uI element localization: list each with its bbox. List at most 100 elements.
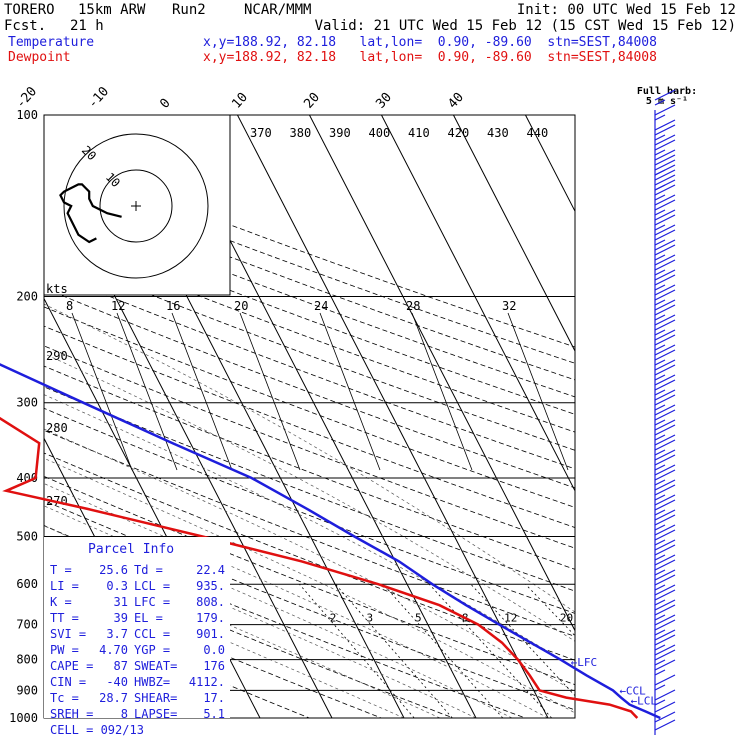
pressure-tick-label: 700: [16, 618, 38, 632]
wind-barb-flag: [654, 184, 676, 196]
wind-barb-flag: [654, 374, 676, 386]
wind-barb-flag: [654, 284, 676, 296]
parcel-stat-name-2: SHEAR=: [134, 691, 177, 705]
level-label-ccl: ←CCL: [619, 685, 646, 698]
wind-barb-flag: [654, 239, 676, 251]
wind-barb-flag: [654, 169, 676, 181]
theta-label: 370: [250, 126, 272, 140]
isotherm-label: 0: [157, 96, 173, 112]
wind-barb-half-flag: [654, 449, 666, 456]
hodograph-speed-label: 28: [406, 299, 420, 313]
parcel-stat-name-2: CCL =: [134, 627, 170, 641]
wind-barb-half-flag: [654, 644, 666, 651]
mixing-ratio-line: [299, 583, 415, 718]
barb-legend-title: Full barb:: [637, 86, 697, 97]
wind-barb-half-flag: [654, 389, 666, 396]
parcel-info-box: [44, 537, 230, 718]
parcel-stat-name-2: HWBZ=: [134, 675, 170, 689]
parcel-stat-name: LI =: [50, 579, 79, 593]
wind-barb-flag: [654, 569, 676, 581]
hodograph-frame: [43, 114, 231, 296]
parcel-stat-name-2: LFC =: [134, 595, 170, 609]
valid-time: Valid: 21 UTC Wed 15 Feb 12 (15 CST Wed …: [314, 18, 736, 34]
parcel-stat-name: CAPE =: [50, 659, 93, 673]
wind-barb-half-flag: [654, 114, 666, 121]
wind-barb-half-flag: [654, 464, 666, 471]
wind-barb-half-flag: [654, 584, 666, 591]
wind-barb-flag: [654, 269, 676, 281]
parcel-stat-value: 0.3: [106, 579, 128, 593]
parcel-stat-name-2: SWEAT=: [134, 659, 177, 673]
theta-label: 430: [487, 126, 509, 140]
wind-barb-flag: [654, 559, 676, 571]
parcel-stat-value-2: 5.1: [203, 707, 225, 721]
wind-barb-flag: [654, 449, 676, 461]
wind-barb-flag: [654, 139, 676, 151]
isotherm-label: -10: [85, 84, 112, 111]
wind-barb-half-flag: [654, 134, 666, 141]
wind-barb-half-flag: [654, 99, 666, 106]
wind-barb-flag: [654, 349, 676, 361]
wind-barb-flag: [654, 364, 676, 376]
pressure-tick-label: 400: [16, 471, 38, 485]
wind-barb-half-flag: [654, 659, 666, 666]
wind-barb-flag: [654, 494, 676, 506]
isotherm-line: [381, 115, 575, 492]
wind-barb-half-flag: [654, 569, 666, 576]
wind-barb-half-flag: [654, 669, 666, 676]
theta-label: 380: [290, 126, 312, 140]
wind-barb-flag: [654, 701, 676, 713]
hodograph-speed-label: 16: [166, 299, 180, 313]
parcel-stat-value-2: 22.4: [196, 563, 225, 577]
level-label-lcl: ←LCL: [630, 694, 657, 707]
wind-barb-flag: [654, 614, 676, 626]
parcel-stat-value: 31: [114, 595, 128, 609]
wind-barb-flag: [654, 619, 676, 631]
theta-label: 400: [369, 126, 391, 140]
speed-guide-line: [71, 312, 133, 471]
theta-label: 410: [408, 126, 430, 140]
wind-barb-flag: [654, 179, 676, 191]
wind-barb-half-flag: [654, 554, 666, 561]
wind-barb-flag: [654, 529, 676, 541]
wind-barb-flag: [654, 484, 676, 496]
wind-barb-flag: [654, 674, 676, 686]
wind-barb-flag: [654, 154, 676, 166]
hodograph-speed-label: 12: [111, 299, 125, 313]
parcel-stat-name-2: LCL =: [134, 579, 170, 593]
wind-barb-half-flag: [654, 269, 666, 276]
isotherm-line: [525, 115, 575, 213]
mixing-ratio-label: 2: [330, 612, 337, 625]
pressure-tick-label: 200: [16, 290, 38, 304]
wind-barb-half-flag: [654, 329, 666, 336]
wind-barb-flag: [654, 404, 676, 416]
parcel-stat-value: 8: [121, 707, 128, 721]
moist-adiabat: [44, 394, 575, 669]
wind-barb-flag: [654, 89, 676, 101]
theta-label: 440: [527, 126, 549, 140]
isotherm-label: 20: [301, 90, 323, 112]
dry-adiabat: [44, 407, 575, 614]
isotherm-line: [237, 115, 549, 718]
parcel-stat-name: Tc =: [50, 691, 79, 705]
parcel-stat-value-2: 17.: [203, 691, 225, 705]
parcel-stat-value-2: 935.: [196, 579, 225, 593]
dry-adiabat: [44, 269, 575, 470]
dewpoint-legend: Dewpoint: [8, 50, 71, 65]
parcel-stat-name-2: EL =: [134, 611, 163, 625]
wind-barb-half-flag: [654, 299, 666, 306]
parcel-stat-name-2: YGP =: [134, 643, 170, 657]
wind-barb-flag: [654, 499, 676, 511]
wind-barb-flag: [654, 134, 676, 146]
wind-barb-flag: [654, 589, 676, 601]
wind-barb-flag: [654, 584, 676, 596]
wind-barb-half-flag: [654, 374, 666, 381]
wind-barb-flag: [654, 104, 676, 116]
speed-guide-line: [239, 312, 301, 471]
wind-barb-flag: [654, 479, 676, 491]
wind-barb-flag: [654, 209, 676, 221]
dewpoint-profile-group: [0, 416, 639, 719]
wind-barb-flag: [654, 644, 676, 656]
mixing-ratio-label: 20: [560, 612, 573, 625]
level-label-lfc: ←LFC: [571, 656, 598, 669]
